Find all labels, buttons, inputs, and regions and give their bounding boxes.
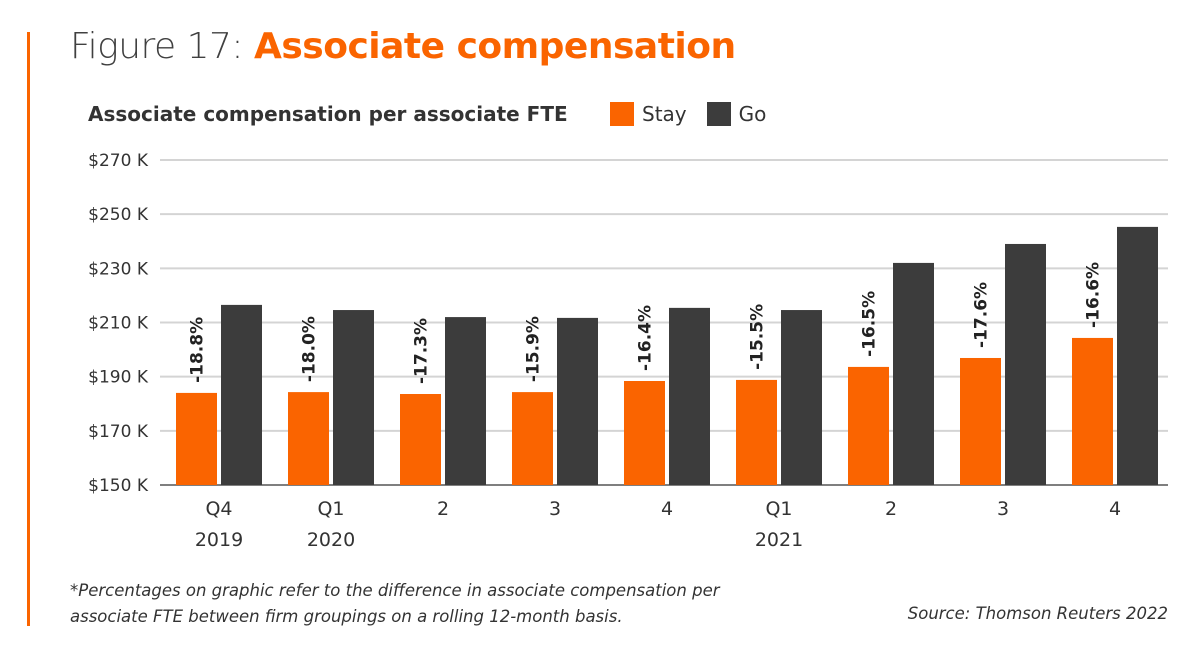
x-tick-label: Q1	[765, 498, 792, 520]
x-tick-label: 4	[1109, 498, 1121, 520]
chart-title: Associate compensation per associate FTE	[88, 102, 568, 126]
bar-stay	[848, 366, 889, 485]
data-label: -18.0%	[300, 316, 320, 382]
bar-go	[445, 317, 486, 485]
bar-go	[221, 304, 262, 485]
x-tick-label: 2	[885, 498, 897, 520]
bar-stay	[1072, 337, 1113, 485]
bar-stay	[400, 394, 441, 485]
data-label: -17.3%	[412, 318, 432, 384]
legend-label-go: Go	[738, 102, 767, 126]
bar-go	[1117, 226, 1158, 486]
footnote-line-1: *Percentages on graphic refer to the dif…	[70, 581, 720, 600]
data-label: -17.6%	[972, 282, 992, 348]
legend-swatch-go	[706, 102, 731, 126]
y-tick-label: $150 K	[88, 476, 149, 496]
legend: Stay Go	[610, 102, 786, 126]
y-tick-label: $270 K	[88, 151, 149, 171]
bar-go	[893, 262, 934, 485]
data-label: -16.5%	[860, 291, 880, 357]
y-tick-label: $230 K	[88, 259, 149, 279]
legend-swatch-stay	[610, 102, 634, 126]
data-label: -15.5%	[748, 304, 768, 370]
figure-number: Figure 17:	[70, 26, 254, 67]
figure-title: Figure 17: Associate compensation	[70, 26, 736, 67]
x-tick-label: 3	[997, 498, 1009, 520]
data-label: -16.4%	[636, 305, 656, 371]
y-tick-label: $250 K	[88, 205, 149, 225]
x-tick-year-label: 2020	[307, 529, 355, 551]
footnote-line-2: associate FTE between firm groupings on …	[70, 607, 623, 626]
source-note: Source: Thomson Reuters 2022	[907, 604, 1168, 623]
legend-item-go: Go	[706, 102, 767, 126]
x-tick-label: 3	[549, 498, 561, 520]
bar-stay	[512, 392, 553, 485]
legend-label-stay: Stay	[642, 102, 687, 126]
bar-stay	[624, 381, 665, 485]
data-label: -18.8%	[188, 317, 208, 383]
x-tick-year-label: 2021	[755, 529, 803, 551]
bar-go	[1005, 243, 1046, 485]
bar-go	[333, 310, 374, 485]
x-tick-label: Q1	[317, 498, 344, 520]
x-tick-label: 4	[661, 498, 673, 520]
x-tick-label: 2	[437, 498, 449, 520]
bar-go	[669, 307, 710, 485]
bar-stay	[960, 357, 1001, 485]
bar-go	[781, 310, 822, 485]
x-tick-label: Q4	[205, 498, 232, 520]
x-tick-year-label: 2019	[195, 529, 243, 551]
data-label: -16.6%	[1084, 262, 1104, 328]
bar-stay	[176, 392, 217, 485]
figure-title-text: Associate compensation	[254, 26, 736, 67]
y-tick-label: $210 K	[88, 314, 149, 334]
legend-item-stay: Stay	[610, 102, 687, 126]
footnote: *Percentages on graphic refer to the dif…	[70, 578, 720, 630]
y-tick-label: $170 K	[88, 422, 149, 442]
bar-go	[557, 317, 598, 485]
accent-bar	[27, 32, 30, 626]
bar-stay	[736, 379, 777, 485]
bar-stay	[288, 392, 329, 485]
y-tick-label: $190 K	[88, 368, 149, 388]
data-label: -15.9%	[524, 316, 544, 382]
